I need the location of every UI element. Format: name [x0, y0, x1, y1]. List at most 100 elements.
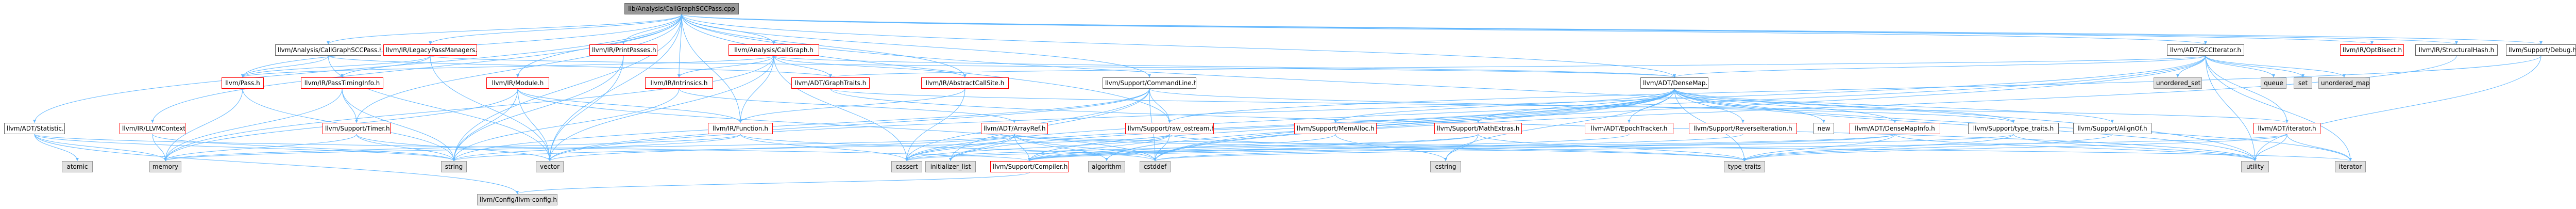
node-callgraphsccpass[interactable]: llvm/Analysis/CallGraphSCCPass.h — [275, 44, 381, 56]
node-memalloc[interactable]: llvm/Support/MemAlloc.h — [1294, 123, 1377, 134]
edge-n_scciterator-to-n_unordered_map — [2205, 55, 2346, 78]
edge-n_callgraph-to-n_graphtraits — [773, 55, 832, 78]
edge-n_scciterator-to-n_cassert — [905, 55, 2206, 162]
node-unordered-set[interactable]: unordered_set — [2154, 77, 2202, 89]
edge-n_densemap-to-n_alignof — [1674, 88, 2114, 123]
edge-n_densemap-to-n_reverseiteration — [1674, 88, 1744, 123]
edge-n_structuralhash-to-n_cstddef — [1154, 55, 2457, 162]
node-pass[interactable]: llvm/Pass.h — [222, 77, 264, 89]
edge-n_alignof-to-n_type_traits — [1743, 134, 2113, 162]
edge-root-to-n_abstractcallsite — [681, 14, 967, 78]
node-unordered-map[interactable]: unordered_map — [2318, 77, 2370, 89]
node-epochtracker[interactable]: llvm/ADT/EpochTracker.h — [1585, 123, 1673, 134]
node-cstddef[interactable]: cstddef — [1140, 161, 1171, 172]
edge-n_printpasses-to-n_vector — [548, 55, 624, 162]
node-densemap[interactable]: llvm/ADT/DenseMap.h — [1640, 77, 1708, 89]
edge-n_callgraphsccpass-to-n_pass — [241, 55, 329, 78]
node-mathextras[interactable]: llvm/Support/MathExtras.h — [1434, 123, 1522, 134]
edge-n_densemap-to-n_memalloc — [1334, 88, 1675, 123]
node-alignof[interactable]: llvm/Support/AlignOf.h — [2073, 123, 2151, 134]
node-legacypassmanagers[interactable]: llvm/IR/LegacyPassManagers.h — [383, 44, 477, 56]
edge-n_commandline-to-n_initializer_list — [949, 88, 1150, 162]
edge-n_scciterator-to-n_vector — [548, 55, 2206, 162]
edge-n_module-to-n_cstddef — [517, 88, 1157, 162]
edge-n_callgraph-to-n_function — [739, 55, 774, 123]
node-cassert[interactable]: cassert — [891, 161, 922, 172]
edge-n_intrinsics-to-n_arrayref — [679, 88, 1016, 123]
node-type-traits[interactable]: type_traits — [1724, 161, 1765, 172]
edge-root-to-n_scciterator — [681, 14, 2207, 45]
edge-n_commandline-to-n_vector — [548, 88, 1150, 162]
edge-n_scciterator-to-n_unordered_set — [2176, 55, 2206, 78]
edge-n_adt_iterator-to-n_iterator — [2286, 134, 2352, 162]
node-module[interactable]: llvm/IR/Module.h — [486, 77, 549, 89]
edge-n_typetraits_h-to-n_compiler — [1028, 134, 2014, 162]
node-intrinsics[interactable]: llvm/IR/Intrinsics.h — [645, 77, 713, 89]
node-cstring[interactable]: cstring — [1430, 161, 1461, 172]
edge-n_arrayref-to-n_iterator — [1014, 134, 2352, 162]
edge-n_rawostream-to-n_compiler — [1028, 134, 1170, 162]
node-densemapinfo[interactable]: llvm/ADT/DenseMapInfo.h — [1850, 123, 1940, 134]
edge-n_commandline-to-n_rawostream — [1149, 88, 1171, 123]
edge-n_densemap-to-n_typetraits_h — [1674, 88, 2015, 123]
node-set[interactable]: set — [2294, 77, 2312, 89]
node-atomic[interactable]: atomic — [62, 161, 93, 172]
edge-n_compiler-to-n_llvmconfig — [516, 172, 1030, 195]
node-initializer-list[interactable]: initializer_list — [925, 161, 976, 172]
node-new[interactable]: new — [1814, 123, 1834, 134]
node-memory[interactable]: memory — [149, 161, 181, 172]
edge-n_arrayref-to-n_cstddef — [1014, 134, 1157, 162]
edge-n_scciterator-to-n_queue — [2205, 55, 2275, 78]
node-function[interactable]: llvm/IR/Function.h — [708, 123, 773, 134]
edge-n_densemap-to-n_utility — [1674, 88, 2257, 162]
node-optbisect[interactable]: llvm/IR/OptBisect.h — [2340, 44, 2404, 56]
node-timer[interactable]: llvm/Support/Timer.h — [323, 123, 391, 134]
edge-n_printpasses-to-n_string — [452, 55, 624, 162]
edge-n_arrayref-to-n_cassert — [905, 134, 1015, 162]
node-vector[interactable]: vector — [536, 161, 564, 172]
edge-n_llvmcontext-to-n_memory — [152, 134, 167, 162]
node-rawostream[interactable]: llvm/Support/raw_ostream.h — [1125, 123, 1214, 134]
edge-n_callgraph-to-n_densemap — [773, 55, 1676, 78]
node-passtiminginfo[interactable]: llvm/IR/PassTimingInfo.h — [301, 77, 383, 89]
edge-n_densemap-to-n_new — [1674, 88, 1825, 123]
node-structuralhash[interactable]: llvm/IR/StructuralHash.h — [2415, 44, 2498, 56]
node-commandline[interactable]: llvm/Support/CommandLine.h — [1103, 77, 1196, 89]
edge-n_passtiminginfo-to-n_string — [342, 88, 455, 162]
node-root[interactable]: lib/Analysis/CallGraphSCCPass.cpp — [624, 3, 739, 14]
edge-n_densemap-to-n_densemapinfo — [1674, 88, 1896, 123]
node-reverseiteration[interactable]: llvm/Support/ReverseIteration.h — [1689, 123, 1797, 134]
edge-n_commandline-to-n_string — [452, 88, 1150, 162]
node-graphtraits[interactable]: llvm/ADT/GraphTraits.h — [791, 77, 870, 89]
node-algorithm[interactable]: algorithm — [1088, 161, 1125, 172]
edge-n_densemapinfo-to-n_utility — [1894, 134, 2257, 162]
node-arrayref[interactable]: llvm/ADT/ArrayRef.h — [981, 123, 1048, 134]
node-abstractcallsite[interactable]: llvm/IR/AbstractCallSite.h — [921, 77, 1009, 89]
edge-n_callgraph-to-n_pass — [241, 55, 774, 78]
node-iterator[interactable]: iterator — [2335, 161, 2366, 172]
edge-n_adt_iterator-to-n_type_traits — [1743, 134, 2287, 162]
edge-n_timer-to-n_string — [356, 134, 455, 162]
edge-n_timer-to-n_memory — [164, 134, 357, 162]
edge-n_arrayref-to-n_memory — [164, 134, 1015, 162]
edge-n_arrayref-to-n_compiler — [1014, 134, 1031, 162]
node-llvmcontext[interactable]: llvm/IR/LLVMContext.h — [120, 123, 185, 134]
node-adt-iterator[interactable]: llvm/ADT/iterator.h — [2253, 123, 2320, 134]
node-sccterator[interactable]: llvm/ADT/SCCIterator.h — [2167, 44, 2244, 56]
edge-n_function-to-n_memory — [164, 134, 741, 162]
node-queue[interactable]: queue — [2261, 77, 2286, 89]
edge-n_intrinsics-to-n_string — [452, 88, 680, 162]
node-string[interactable]: string — [441, 161, 467, 172]
edge-n_mathextras-to-n_type_traits — [1478, 134, 1746, 162]
edge-n_module-to-n_function — [517, 88, 742, 123]
node-typetraits-h[interactable]: llvm/Support/type_traits.h — [1968, 123, 2059, 134]
node-llvm-config[interactable]: llvm/Config/llvm-config.h — [477, 194, 557, 205]
node-utility[interactable]: utility — [2241, 161, 2269, 172]
node-printpasses[interactable]: llvm/IR/PrintPasses.h — [589, 44, 657, 56]
node-statistic[interactable]: llvm/ADT/Statistic.h — [4, 123, 65, 134]
edge-root-to-n_vector — [548, 14, 682, 162]
node-compiler[interactable]: llvm/Support/Compiler.h — [990, 161, 1069, 172]
node-debug[interactable]: llvm/Support/Debug.h — [2506, 44, 2576, 56]
node-callgraph[interactable]: llvm/Analysis/CallGraph.h — [728, 44, 819, 56]
